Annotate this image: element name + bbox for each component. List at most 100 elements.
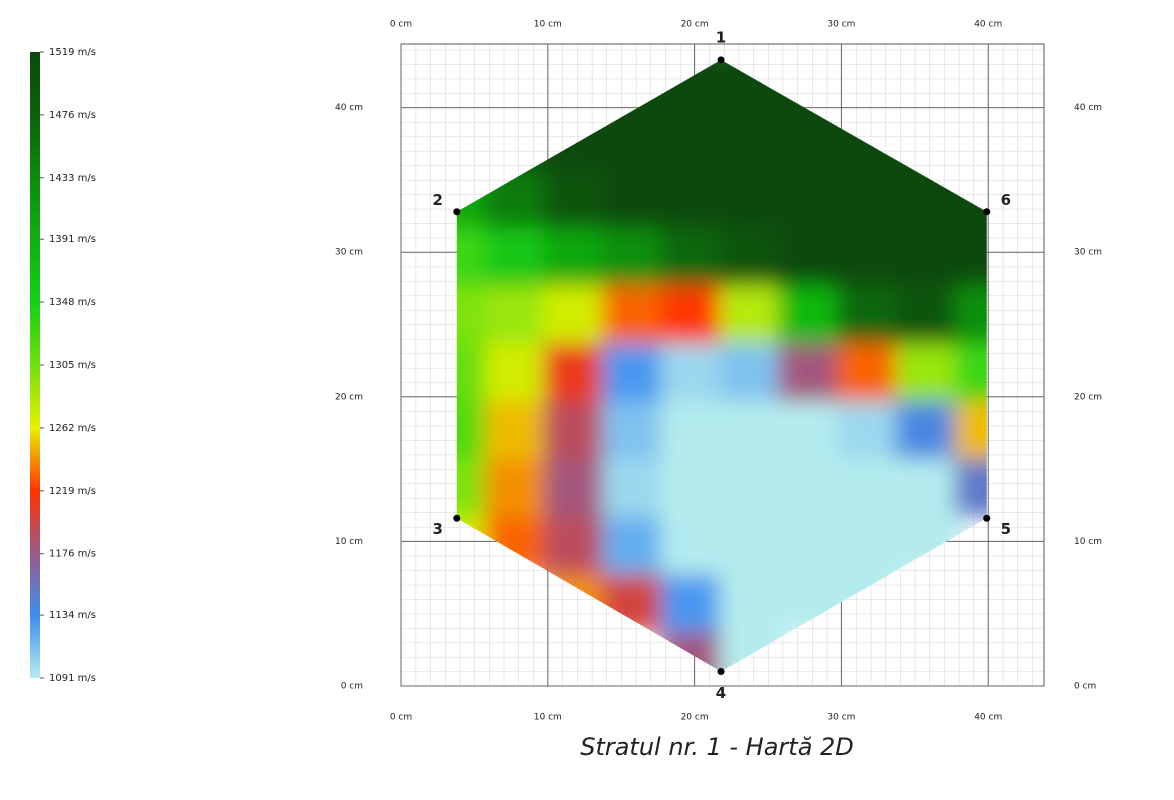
y-tick-label: 40 cm (1074, 103, 1102, 113)
heat-cell (778, 161, 846, 228)
sensor-label: 2 (433, 191, 443, 209)
heat-cell (543, 334, 611, 402)
sensor-label: 3 (433, 520, 443, 538)
heat-cell (543, 392, 611, 459)
heat-cell (719, 565, 788, 633)
heat-cell (660, 218, 729, 286)
x-tick-label: 10 cm (534, 713, 562, 723)
colorbar-label: 1262 m/s (49, 423, 96, 434)
heat-cell (719, 334, 788, 402)
sensor-point (983, 514, 991, 522)
x-tick-label: 30 cm (827, 20, 855, 30)
heat-cell (660, 450, 729, 517)
colorbar-label: 1476 m/s (49, 110, 96, 121)
heat-cell (837, 334, 905, 402)
heat-cell (484, 218, 553, 286)
heat-cell (719, 508, 788, 575)
heat-cell (895, 392, 964, 459)
colorbar-label: 1134 m/s (49, 610, 96, 621)
heat-cell (954, 392, 987, 459)
heat-cell (543, 218, 611, 286)
heat-cell (602, 161, 670, 228)
heat-cell (778, 334, 846, 402)
heat-cell (660, 103, 729, 170)
heat-cell (660, 161, 729, 228)
x-tick-label: 40 cm (974, 713, 1002, 723)
colorbar-label: 1091 m/s (49, 673, 96, 684)
y-tick-label: 20 cm (335, 392, 363, 402)
heat-cell (660, 392, 729, 459)
heat-cell (719, 161, 788, 228)
sensor-point (983, 208, 991, 216)
heat-cell (484, 334, 553, 402)
colorbar-label: 1176 m/s (49, 549, 96, 560)
heat-cell (602, 392, 670, 459)
colorbar-label: 1519 m/s (49, 47, 96, 58)
heat-cell (954, 218, 987, 286)
heat-cell (837, 276, 905, 344)
x-tick-label: 40 cm (974, 20, 1002, 30)
y-tick-label: 30 cm (1074, 248, 1102, 258)
colorbar-label: 1305 m/s (49, 360, 96, 371)
heat-cell (778, 218, 846, 286)
sensor-point (717, 56, 725, 64)
y-tick-label: 30 cm (335, 248, 363, 258)
sensor-point (453, 208, 461, 216)
heat-cell (778, 276, 846, 344)
colorbar-label: 1348 m/s (49, 297, 96, 308)
y-tick-label: 10 cm (335, 537, 363, 547)
heat-cell (660, 508, 729, 575)
y-tick-label: 0 cm (1074, 682, 1096, 692)
x-tick-label: 0 cm (390, 713, 412, 723)
colorbar-label: 1433 m/s (49, 173, 96, 184)
heat-cell (543, 161, 611, 228)
heat-cell (719, 276, 788, 344)
heat-cell (719, 450, 788, 517)
heat-cell (719, 392, 788, 459)
heat-cell (719, 218, 788, 286)
sensor-label: 5 (1001, 520, 1011, 538)
y-tick-label: 10 cm (1074, 537, 1102, 547)
chart-title: Stratul nr. 1 - Hartă 2D (580, 733, 854, 761)
heat-cell (602, 450, 670, 517)
sensor-label: 1 (716, 28, 726, 46)
heat-cell (954, 334, 987, 402)
x-tick-label: 20 cm (681, 20, 709, 30)
heat-cell (543, 508, 611, 575)
heat-cell (895, 334, 964, 402)
heat-cell (602, 334, 670, 402)
colorbar-label: 1219 m/s (49, 486, 96, 497)
y-tick-label: 40 cm (335, 103, 363, 113)
heat-cell (660, 276, 729, 344)
heat-cell (837, 161, 905, 228)
heat-cell (484, 450, 553, 517)
heat-cell (837, 508, 905, 575)
heat-cell (660, 565, 729, 633)
heat-cell (484, 276, 553, 344)
heat-cell (837, 218, 905, 286)
heat-cell (837, 450, 905, 517)
heat-cell (895, 276, 964, 344)
heat-cell (837, 392, 905, 459)
heat-cell (895, 218, 964, 286)
heat-cell (660, 334, 729, 402)
sensor-label: 6 (1001, 191, 1011, 209)
x-tick-label: 20 cm (681, 713, 709, 723)
heat-cell (778, 450, 846, 517)
x-tick-label: 30 cm (827, 713, 855, 723)
heat-cell (778, 392, 846, 459)
sensor-label: 4 (716, 684, 726, 702)
heat-cell (895, 450, 964, 517)
sensor-point (717, 668, 725, 676)
y-tick-label: 0 cm (341, 682, 363, 692)
colorbar (30, 52, 40, 678)
heat-cell (954, 450, 987, 517)
heat-cell (778, 508, 846, 575)
heat-cell (954, 276, 987, 344)
heat-cell (602, 508, 670, 575)
heat-cell (602, 218, 670, 286)
sensor-point (453, 514, 461, 522)
heat-cell (719, 103, 788, 170)
heat-cell (543, 450, 611, 517)
